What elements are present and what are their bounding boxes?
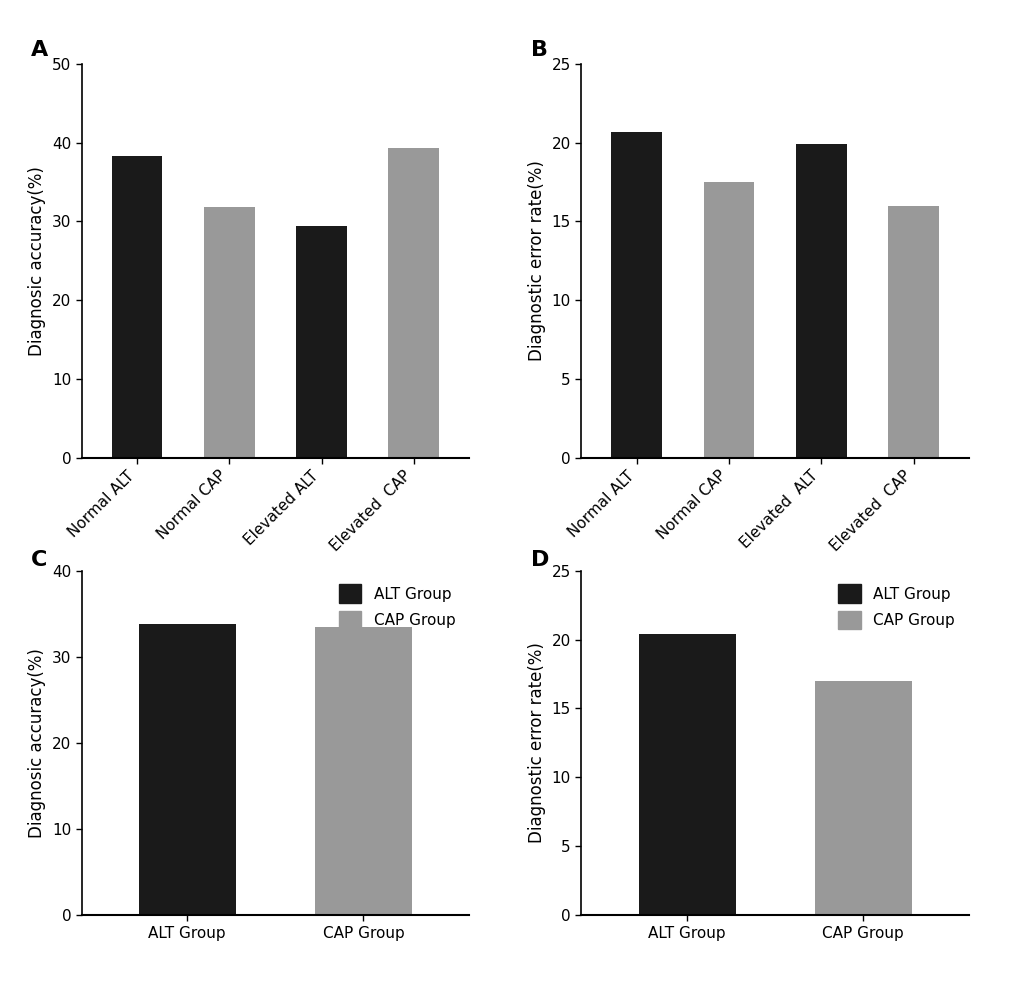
- Y-axis label: Diagnosic accuracy(%): Diagnosic accuracy(%): [29, 166, 46, 355]
- Legend: ALT Group, CAP Group: ALT Group, CAP Group: [332, 579, 462, 636]
- Bar: [795, 145, 846, 458]
- Bar: [296, 226, 346, 458]
- Text: A: A: [32, 40, 49, 60]
- Bar: [638, 634, 735, 915]
- Bar: [610, 132, 661, 458]
- Y-axis label: Diagnostic error rate(%): Diagnostic error rate(%): [528, 643, 545, 843]
- Bar: [703, 182, 754, 458]
- Bar: [888, 206, 938, 458]
- Y-axis label: Diagnosic accuracy(%): Diagnosic accuracy(%): [29, 648, 46, 837]
- Bar: [814, 681, 911, 915]
- Bar: [388, 149, 439, 458]
- Text: D: D: [531, 550, 549, 570]
- Bar: [315, 627, 412, 915]
- Bar: [139, 624, 235, 915]
- Text: C: C: [32, 550, 48, 570]
- Text: B: B: [531, 40, 547, 60]
- Bar: [204, 208, 255, 458]
- Y-axis label: Diagnostic error rate(%): Diagnostic error rate(%): [528, 160, 545, 361]
- Legend: ALT Group, CAP Group: ALT Group, CAP Group: [832, 579, 961, 636]
- Bar: [111, 156, 162, 458]
